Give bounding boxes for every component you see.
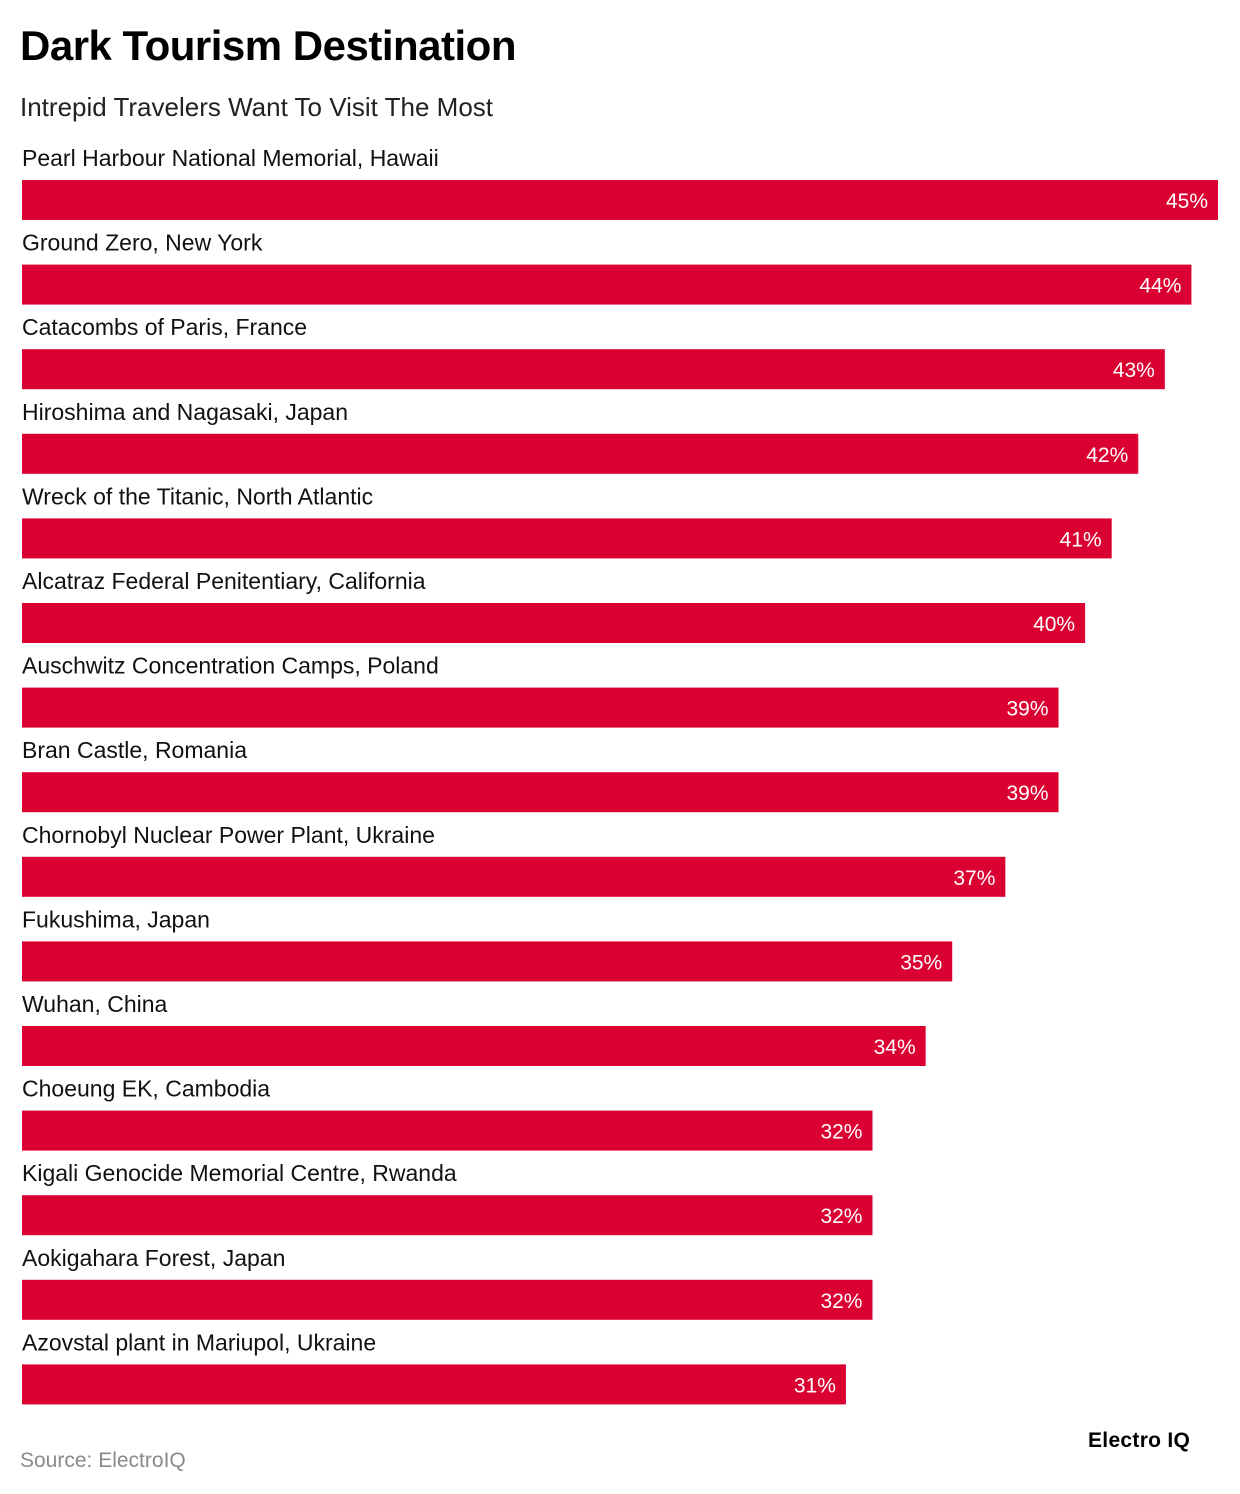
bar-row: Wuhan, China 34%: [22, 991, 926, 1066]
bar-row: Azovstal plant in Mariupol, Ukraine 31%: [22, 1329, 846, 1405]
bar-row: Choeung EK, Cambodia 32%: [22, 1076, 873, 1151]
category-label: Pearl Harbour National Memorial, Hawaii: [22, 145, 439, 171]
bar: [22, 518, 1112, 559]
bar-row: Bran Castle, Romania 39%: [22, 737, 1059, 813]
value-label: 42%: [1086, 444, 1128, 467]
category-label: Wreck of the Titanic, North Atlantic: [22, 483, 373, 509]
bar-row: Alcatraz Federal Penitentiary, Californi…: [22, 568, 1086, 643]
value-label: 44%: [1139, 275, 1181, 298]
bar: [22, 1026, 926, 1066]
value-label: 39%: [1007, 698, 1049, 721]
bar: [22, 264, 1192, 305]
bar-row: Aokigahara Forest, Japan 32%: [22, 1245, 873, 1320]
bar: [22, 349, 1165, 390]
chart-title: Dark Tourism Destination: [20, 22, 516, 69]
bar-row: Ground Zero, New York 44%: [22, 230, 1192, 305]
value-label: 34%: [874, 1036, 916, 1059]
brand-logo: Electro IQ: [1088, 1429, 1191, 1452]
bar: [22, 1195, 873, 1236]
value-label: 45%: [1166, 190, 1208, 213]
bar: [22, 856, 1006, 897]
value-label: 41%: [1060, 528, 1102, 551]
category-label: Azovstal plant in Mariupol, Ukraine: [22, 1329, 376, 1355]
category-label: Alcatraz Federal Penitentiary, Californi…: [22, 568, 426, 594]
bar-row: Catacombs of Paris, France 43%: [22, 314, 1165, 390]
bar: [22, 433, 1139, 474]
value-label: 32%: [820, 1290, 862, 1313]
category-label: Chornobyl Nuclear Power Plant, Ukraine: [22, 822, 435, 848]
category-label: Choeung EK, Cambodia: [22, 1076, 270, 1102]
bar: [22, 1110, 873, 1151]
bar-row: Kigali Genocide Memorial Centre, Rwanda 3…: [22, 1160, 873, 1236]
bar-chart: Pearl Harbour National Memorial, Hawaii 4…: [22, 145, 1218, 1405]
bar: [22, 180, 1218, 220]
bar: [22, 1279, 873, 1320]
bar-row: Hiroshima and Nagasaki, Japan 42%: [22, 399, 1139, 474]
category-label: Wuhan, China: [22, 991, 168, 1017]
bar-row: Pearl Harbour National Memorial, Hawaii 4…: [22, 145, 1218, 220]
bar: [22, 772, 1059, 813]
category-label: Auschwitz Concentration Camps, Poland: [22, 653, 439, 679]
category-label: Aokigahara Forest, Japan: [22, 1245, 285, 1271]
value-label: 39%: [1007, 782, 1049, 805]
bar-row: Wreck of the Titanic, North Atlantic 41%: [22, 483, 1112, 559]
category-label: Kigali Genocide Memorial Centre, Rwanda: [22, 1160, 457, 1186]
value-label: 35%: [900, 951, 942, 974]
category-label: Bran Castle, Romania: [22, 737, 247, 763]
bar-row: Auschwitz Concentration Camps, Poland 39%: [22, 653, 1059, 728]
category-label: Catacombs of Paris, France: [22, 314, 307, 340]
category-label: Ground Zero, New York: [22, 230, 263, 256]
bar: [22, 603, 1086, 643]
value-label: 32%: [820, 1205, 862, 1228]
category-label: Fukushima, Japan: [22, 906, 210, 932]
bar-row: Fukushima, Japan 35%: [22, 906, 953, 982]
value-label: 31%: [794, 1374, 836, 1397]
value-label: 32%: [820, 1121, 862, 1144]
bar: [22, 941, 953, 982]
bar-row: Chornobyl Nuclear Power Plant, Ukraine 37…: [22, 822, 1006, 897]
value-label: 40%: [1033, 613, 1075, 636]
category-label: Hiroshima and Nagasaki, Japan: [22, 399, 348, 425]
chart-subtitle: Intrepid Travelers Want To Visit The Mos…: [20, 92, 494, 122]
value-label: 37%: [953, 867, 995, 890]
bar: [22, 1364, 846, 1405]
bar: [22, 687, 1059, 728]
value-label: 43%: [1113, 359, 1155, 382]
source-note: Source: ElectroIQ: [20, 1449, 186, 1472]
